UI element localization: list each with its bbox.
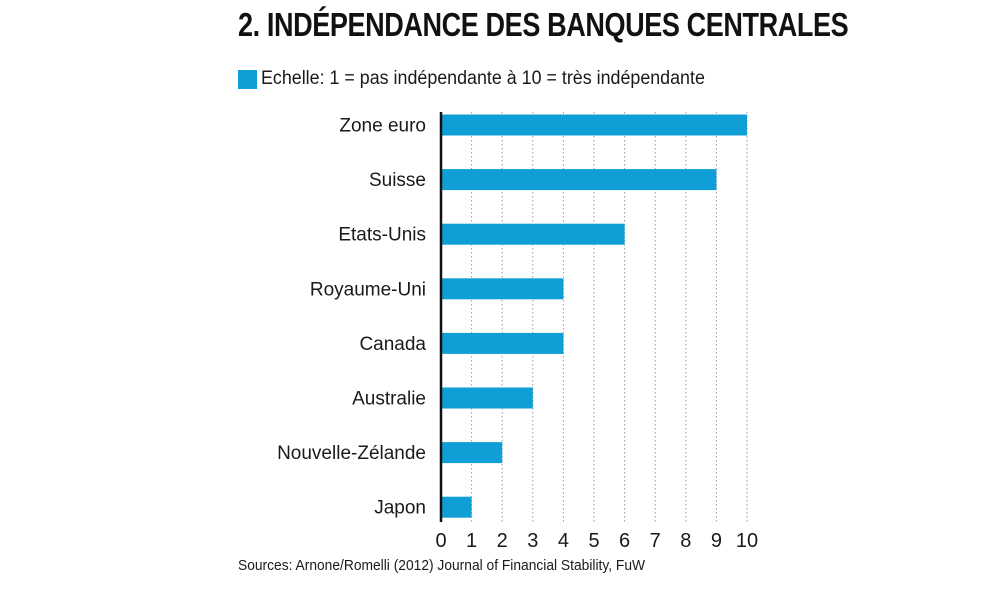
- category-label: Suisse: [369, 170, 426, 191]
- category-label: Etats-Unis: [338, 225, 426, 246]
- chart-title: 2. INDÉPENDANCE DES BANQUES CENTRALES: [238, 6, 849, 43]
- legend-swatch: [238, 69, 257, 89]
- bar: [441, 332, 564, 354]
- category-label: Royaume-Uni: [310, 279, 426, 300]
- category-label: Australie: [352, 389, 426, 410]
- category-label: Japon: [374, 498, 426, 519]
- bar: [441, 169, 717, 191]
- x-tick-label: 2: [497, 530, 508, 552]
- category-label: Canada: [359, 334, 426, 355]
- x-tick-label: 0: [435, 530, 446, 552]
- source-note: Sources: Arnone/Romelli (2012) Journal o…: [238, 557, 646, 574]
- category-labels: Zone euro Suisse Etats-Unis Royaume-Uni Cana…: [277, 116, 426, 519]
- x-tick-label: 7: [650, 530, 661, 552]
- x-tick-label: 1: [466, 530, 477, 552]
- x-tick-label: 9: [711, 530, 722, 552]
- x-tick-label: 6: [619, 530, 630, 552]
- bars: [441, 114, 747, 518]
- category-label: Nouvelle-Zélande: [277, 443, 426, 464]
- x-tick-label: 8: [680, 530, 691, 552]
- category-label: Zone euro: [339, 116, 426, 137]
- x-tick-label: 5: [588, 530, 599, 552]
- x-tick-label: 4: [558, 530, 569, 552]
- bar: [441, 223, 625, 245]
- x-tick-label: 3: [527, 530, 538, 552]
- bar: [441, 278, 564, 300]
- legend-label: Echelle: 1 = pas indépendante à 10 = trè…: [261, 68, 705, 89]
- x-tick-label: 10: [736, 530, 758, 552]
- bar: [441, 442, 503, 464]
- bar: [441, 496, 472, 518]
- bar: [441, 387, 533, 409]
- x-tick-labels: 0 1 2 3 4 5 6 7 8 9 10: [435, 530, 758, 552]
- bar: [441, 114, 747, 136]
- legend: Echelle: 1 = pas indépendante à 10 = trè…: [238, 68, 733, 90]
